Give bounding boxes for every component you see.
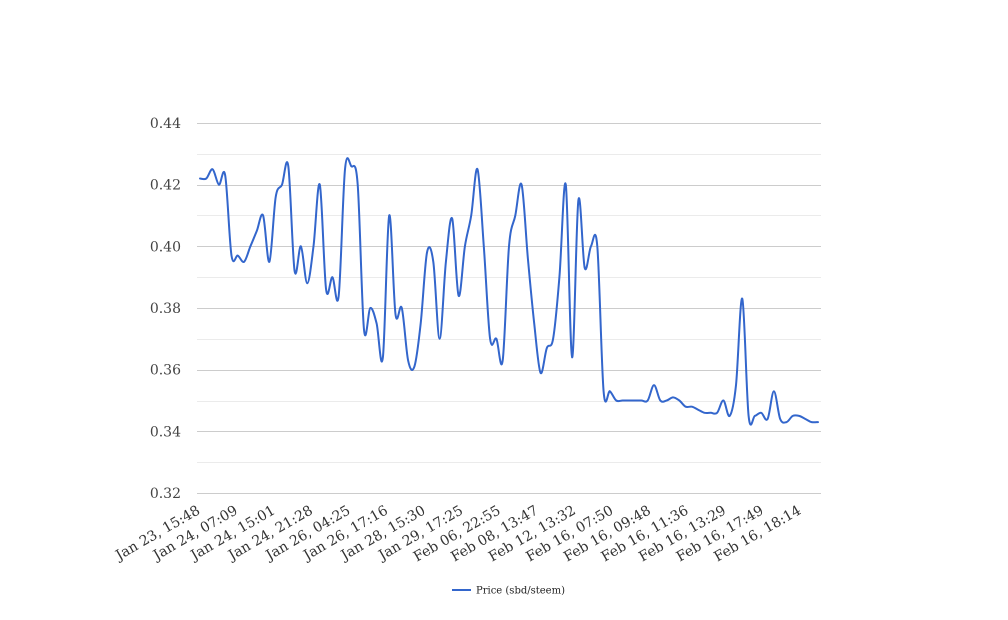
y-tick-label: 0.40 — [150, 239, 181, 255]
legend-label: Price (sbd/steem) — [476, 586, 565, 597]
y-tick-label: 0.44 — [150, 116, 181, 132]
legend[interactable]: Price (sbd/steem) — [452, 586, 565, 597]
series-lines — [199, 157, 819, 426]
y-tick-label: 0.34 — [150, 424, 181, 440]
series-line-price — [199, 157, 819, 426]
y-tick-label: 0.36 — [150, 363, 181, 379]
y-tick-label: 0.32 — [150, 486, 181, 502]
y-axis-tick-labels: 0.32 0.34 0.36 0.38 0.40 0.42 0.44 — [150, 116, 181, 502]
gridlines — [197, 123, 821, 494]
y-tick-label: 0.38 — [150, 301, 181, 317]
y-tick-label: 0.42 — [150, 178, 181, 194]
